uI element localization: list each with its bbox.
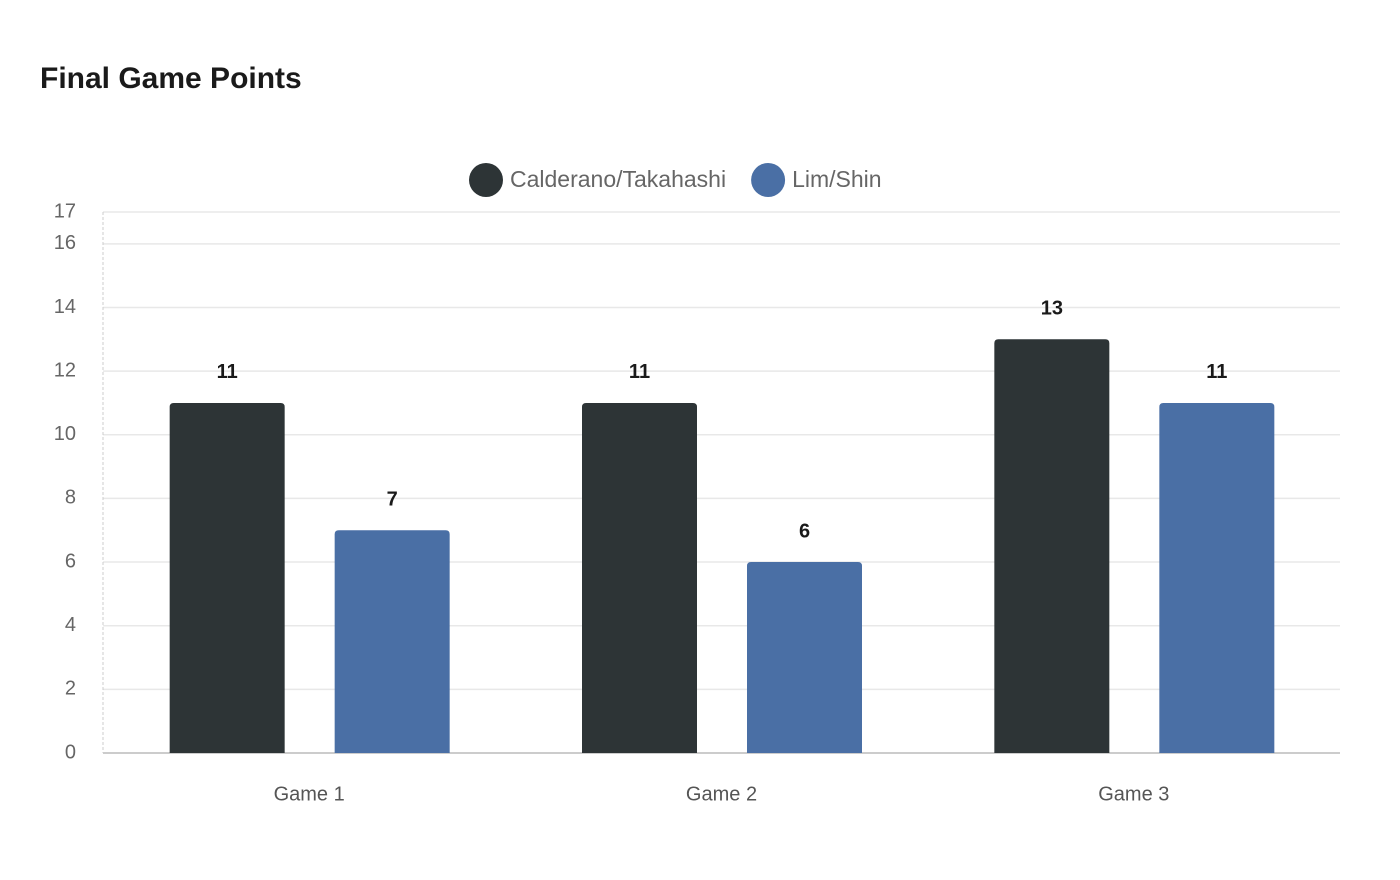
legend-label: Lim/Shin (792, 166, 881, 192)
legend-label: Calderano/Takahashi (510, 166, 726, 192)
bar (747, 562, 862, 753)
x-tick-label: Game 2 (686, 783, 757, 805)
value-label: 13 (1041, 298, 1063, 320)
legend-marker (751, 163, 786, 197)
x-tick-label: Game 1 (274, 783, 345, 805)
bar (1159, 402, 1275, 753)
bar (582, 402, 697, 753)
value-label: 11 (629, 361, 650, 383)
y-tick-label: 2 (65, 678, 76, 700)
x-tick-label: Game 3 (1098, 783, 1169, 805)
y-tick-label: 12 (54, 359, 76, 381)
y-tick-label: 16 (54, 232, 76, 254)
y-tick-label: 17 (54, 200, 76, 222)
y-tick-label: 0 (65, 741, 76, 763)
value-label: 7 (387, 489, 398, 511)
y-tick-label: 14 (54, 296, 76, 318)
value-label: 6 (799, 520, 810, 542)
y-tick-label: 8 (65, 487, 76, 509)
y-tick-label: 4 (65, 614, 76, 636)
bar (994, 339, 1110, 753)
chart-title: Final Game Points (40, 62, 302, 95)
y-tick-label: 10 (54, 423, 76, 445)
bar (169, 402, 285, 753)
y-tick-label: 6 (65, 550, 76, 572)
bar (334, 530, 450, 753)
legend-marker (469, 163, 503, 197)
value-label: 11 (1206, 361, 1227, 383)
value-label: 11 (217, 361, 238, 383)
